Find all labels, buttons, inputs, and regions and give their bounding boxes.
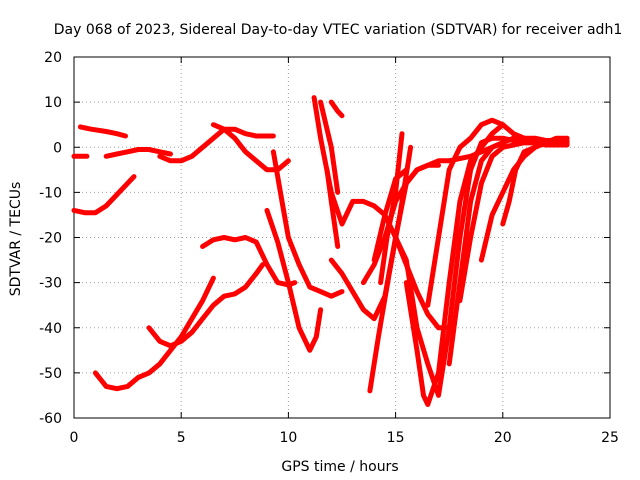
y-tick-label: -10 bbox=[39, 185, 62, 201]
satellite-track-4 bbox=[92, 275, 216, 392]
satellite-track-23 bbox=[425, 117, 527, 308]
satellite-track-13 bbox=[318, 99, 341, 195]
y-tick-labels: -60 -50 -40 -30 -20 -10 0 10 20 bbox=[39, 50, 62, 427]
satellite-track-8 bbox=[200, 235, 298, 288]
satellite-track-10 bbox=[264, 207, 324, 353]
satellite-track-15 bbox=[328, 99, 345, 119]
chart-title: Day 068 of 2023, Sidereal Day-to-day VTE… bbox=[54, 22, 622, 38]
x-tick-label: 15 bbox=[387, 430, 405, 446]
axis-ticks bbox=[73, 56, 611, 419]
grid bbox=[74, 57, 610, 418]
satellite-track-19 bbox=[371, 167, 409, 263]
x-axis-label: GPS time / hours bbox=[281, 459, 398, 475]
x-tick-label: 0 bbox=[70, 430, 79, 446]
satellite-track-7 bbox=[157, 126, 276, 164]
y-tick-label: 10 bbox=[44, 95, 62, 111]
satellite-track-27 bbox=[500, 135, 570, 227]
satellite-track-11 bbox=[270, 149, 345, 299]
x-tick-label: 20 bbox=[494, 430, 512, 446]
data-series bbox=[71, 95, 570, 407]
x-tick-label: 5 bbox=[177, 430, 186, 446]
x-tick-label: 25 bbox=[601, 430, 619, 446]
satellite-track-3 bbox=[77, 124, 128, 139]
x-tick-label: 10 bbox=[279, 430, 297, 446]
satellite-track-5 bbox=[103, 147, 173, 159]
x-tick-labels: 0 5 10 15 20 25 bbox=[70, 430, 619, 446]
satellite-track-20 bbox=[378, 131, 405, 286]
y-tick-label: -20 bbox=[39, 231, 62, 247]
y-tick-label: -30 bbox=[39, 276, 62, 292]
satellite-track-2 bbox=[71, 174, 137, 216]
satellite-track-6 bbox=[146, 262, 266, 349]
satellite-track-22 bbox=[403, 122, 506, 407]
y-tick-label: 0 bbox=[53, 140, 62, 156]
y-tick-label: 20 bbox=[44, 50, 62, 66]
satellite-track-18 bbox=[367, 144, 414, 394]
y-tick-label: -40 bbox=[39, 321, 62, 337]
y-axis-label: SDTVAR / TECUs bbox=[8, 182, 24, 297]
y-tick-label: -50 bbox=[39, 366, 62, 382]
y-tick-label: -60 bbox=[39, 411, 62, 427]
satellite-track-14 bbox=[324, 167, 341, 249]
